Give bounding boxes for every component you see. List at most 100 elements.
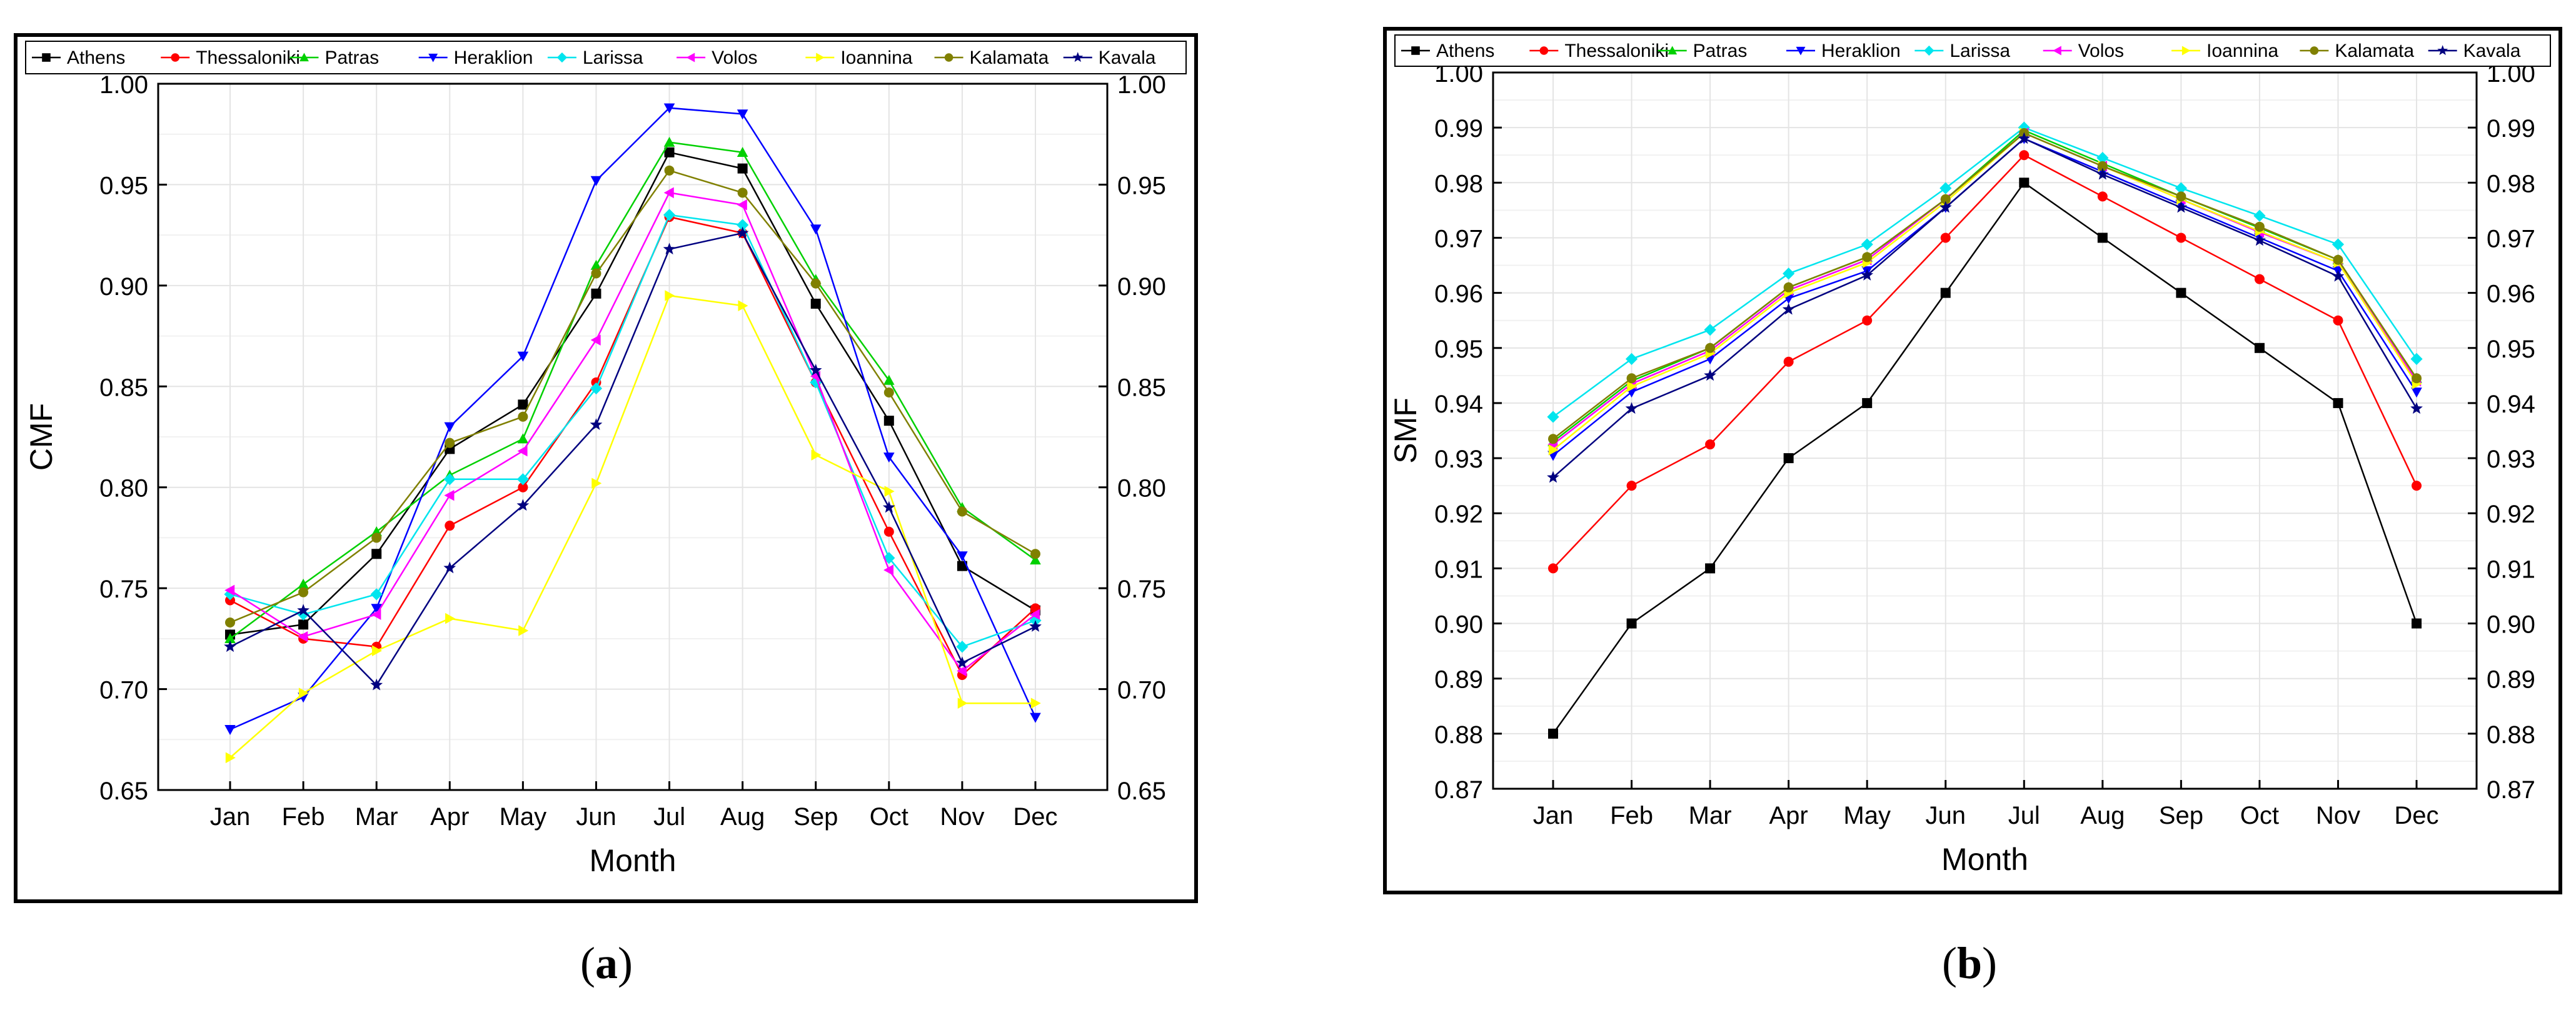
chart-b-xtick-label-6: Jul bbox=[2008, 802, 2040, 829]
chart-b-legend-label-patras: Patras bbox=[1693, 41, 1748, 61]
chart-a-ytick-label-right-2: 0.75 bbox=[1117, 576, 1166, 603]
chart-b-ytick-label-left-12: 0.99 bbox=[1434, 115, 1483, 142]
chart-b-point-athens-jul bbox=[2019, 178, 2030, 188]
chart-a-point-patras-dec bbox=[1030, 554, 1041, 565]
chart-a-ytick-label-left-1: 0.70 bbox=[99, 677, 148, 704]
chart-b-point-kavala-may bbox=[1861, 269, 1874, 281]
chart-a-ytick-label-right-7: 1.00 bbox=[1117, 71, 1166, 99]
chart-a-point-kalamata-may bbox=[518, 411, 528, 422]
chart-a-legend-label-heraklion: Heraklion bbox=[454, 48, 533, 68]
chart-a-point-heraklion-may bbox=[517, 351, 529, 362]
chart-a-xtick-label-7: Aug bbox=[720, 803, 765, 831]
chart-b-xtick-label-0: Jan bbox=[1533, 802, 1574, 829]
chart-b-point-thessaloniki-apr bbox=[1783, 356, 1794, 367]
chart-b-point-athens-feb bbox=[1626, 618, 1637, 629]
chart-a-xtick-label-6: Jul bbox=[653, 803, 685, 831]
chart-b-legend-label-heraklion: Heraklion bbox=[1821, 41, 1901, 61]
chart-a-point-patras-feb bbox=[298, 578, 309, 589]
chart-b-point-ioannina-feb bbox=[1627, 381, 1638, 392]
chart-b-xtick-label-4: May bbox=[1843, 802, 1891, 829]
chart-a-point-ioannina-apr bbox=[445, 612, 456, 624]
chart-b-series-kavala bbox=[1547, 132, 2423, 483]
chart-a-point-ioannina-jan bbox=[225, 752, 236, 764]
chart-b-ytick-label-right-11: 0.98 bbox=[2487, 170, 2535, 198]
chart-a-xtick-label-1: Feb bbox=[282, 803, 325, 831]
chart-b-point-kalamata-nov bbox=[2333, 254, 2343, 265]
chart-a-point-larissa-may bbox=[516, 473, 529, 486]
chart-b-point-kalamata-dec bbox=[2412, 373, 2422, 384]
chart-a-point-thessaloniki-oct bbox=[883, 526, 894, 537]
chart-b-point-larissa-dec bbox=[2410, 352, 2423, 365]
chart-a-line-ioannina bbox=[229, 294, 1035, 759]
chart-a-point-patras-aug bbox=[737, 146, 748, 157]
chart-b-ytick-label-left-5: 0.92 bbox=[1434, 501, 1483, 528]
chart-b-point-kalamata-jan bbox=[1548, 434, 1558, 444]
chart-a-svg: 0.65 0.65 0.70 0.70 0.75 0.75 0.80 0.80 0.85 0.85… bbox=[14, 33, 1198, 903]
chart-b-ytick-label-right-5: 0.92 bbox=[2487, 501, 2535, 528]
chart-a-point-athens-jul bbox=[664, 147, 675, 158]
chart-a-legend-label-ioannina: Ioannina bbox=[840, 48, 912, 68]
chart-a-point-volos-jun bbox=[590, 334, 601, 346]
chart-a-point-patras-jan bbox=[224, 633, 236, 644]
chart-b-point-larissa-jan bbox=[1547, 411, 1559, 423]
chart-a-point-heraklion-nov bbox=[957, 551, 968, 562]
chart-a-point-ioannina-jun bbox=[591, 478, 602, 489]
chart-b-ytick-label-right-0: 0.87 bbox=[2487, 776, 2535, 804]
chart-b-point-kavala-jan bbox=[1547, 471, 1559, 483]
chart-a-point-kalamata-jan bbox=[225, 618, 235, 628]
chart-b-legend-marker-kalamata bbox=[2310, 46, 2319, 55]
chart-a-legend-label-kalamata: Kalamata bbox=[970, 48, 1049, 68]
chart-b-point-larissa-jun bbox=[1940, 182, 1952, 194]
chart-b-point-kalamata-feb bbox=[1626, 373, 1637, 384]
chart-a-point-patras-oct bbox=[883, 374, 895, 385]
chart-b-point-athens-nov bbox=[2333, 398, 2343, 408]
chart-b-point-athens-dec bbox=[2412, 618, 2422, 629]
chart-b-point-kavala-nov bbox=[2332, 269, 2345, 282]
chart-b-point-kavala-jun bbox=[1939, 201, 1952, 213]
chart-a-legend-marker-ioannina bbox=[816, 52, 825, 62]
chart-b-point-kavala-jul bbox=[2018, 132, 2031, 144]
chart-a-point-thessaloniki-jan bbox=[225, 595, 235, 606]
chart-a-xtick-label-10: Nov bbox=[940, 803, 984, 831]
chart-a-point-heraklion-mar bbox=[371, 604, 382, 614]
chart-b-ytick-label-left-3: 0.90 bbox=[1434, 611, 1483, 639]
chart-b-ytick-label-right-6: 0.93 bbox=[2487, 446, 2535, 473]
chart-a-legend-label-larissa: Larissa bbox=[583, 48, 643, 68]
chart-b-legend-marker-volos bbox=[2053, 46, 2061, 56]
chart-b-point-athens-aug bbox=[2097, 232, 2108, 243]
chart-a-point-athens-aug bbox=[737, 163, 748, 174]
chart-b-point-athens-oct bbox=[2254, 342, 2265, 353]
chart-a-point-kalamata-dec bbox=[1030, 549, 1040, 559]
chart-a-series-larissa bbox=[224, 209, 1042, 653]
chart-a-point-thessaloniki-apr bbox=[445, 521, 455, 531]
chart-a-point-athens-sep bbox=[810, 298, 821, 309]
chart-b-xtick-label-5: Jun bbox=[1925, 802, 1966, 829]
chart-a-x-axis: Jan Feb Mar Apr May Jun Jul Aug Sep Oct Nov Dec bbox=[210, 781, 1058, 831]
chart-b-point-heraklion-dec bbox=[2411, 388, 2422, 398]
chart-a-point-kalamata-nov bbox=[957, 506, 967, 517]
chart-a-line-patras bbox=[229, 141, 1036, 639]
chart-a-point-kavala-feb bbox=[297, 604, 309, 616]
chart-b-ytick-label-right-4: 0.91 bbox=[2487, 556, 2535, 583]
chart-a-xtick-label-0: Jan bbox=[210, 803, 251, 831]
chart-b-ytick-label-right-7: 0.94 bbox=[2487, 391, 2535, 418]
chart-a-point-ioannina-oct bbox=[884, 486, 895, 497]
chart-a-point-ioannina-feb bbox=[298, 688, 309, 699]
chart-a-ytick-label-left-6: 0.95 bbox=[99, 172, 148, 199]
chart-a-point-heraklion-jan bbox=[224, 724, 236, 735]
chart-a-point-larissa-aug bbox=[737, 219, 749, 231]
chart-b-ytick-label-right-2: 0.89 bbox=[2487, 666, 2535, 694]
chart-b-point-thessaloniki-sep bbox=[2176, 232, 2186, 243]
chart-a-frame bbox=[14, 33, 1198, 903]
chart-b-point-thessaloniki-jul bbox=[2019, 150, 2030, 161]
chart-b-ytick-label-right-3: 0.90 bbox=[2487, 611, 2535, 639]
chart-b-legend-marker-athens bbox=[1411, 46, 1420, 55]
chart-a-point-larissa-nov bbox=[956, 641, 969, 653]
chart-a-legend-marker-patras bbox=[299, 52, 309, 62]
chart-b-point-kalamata-oct bbox=[2254, 221, 2265, 232]
chart-b-ytick-label-left-9: 0.96 bbox=[1434, 281, 1483, 308]
caption-a-letter: a bbox=[595, 938, 618, 988]
chart-b-point-larissa-apr bbox=[1783, 268, 1795, 280]
chart-a-ytick-label-right-1: 0.70 bbox=[1117, 677, 1166, 704]
chart-panel-a: 0.65 0.65 0.70 0.70 0.75 0.75 0.80 0.80 0.85 0.85… bbox=[14, 33, 1198, 903]
